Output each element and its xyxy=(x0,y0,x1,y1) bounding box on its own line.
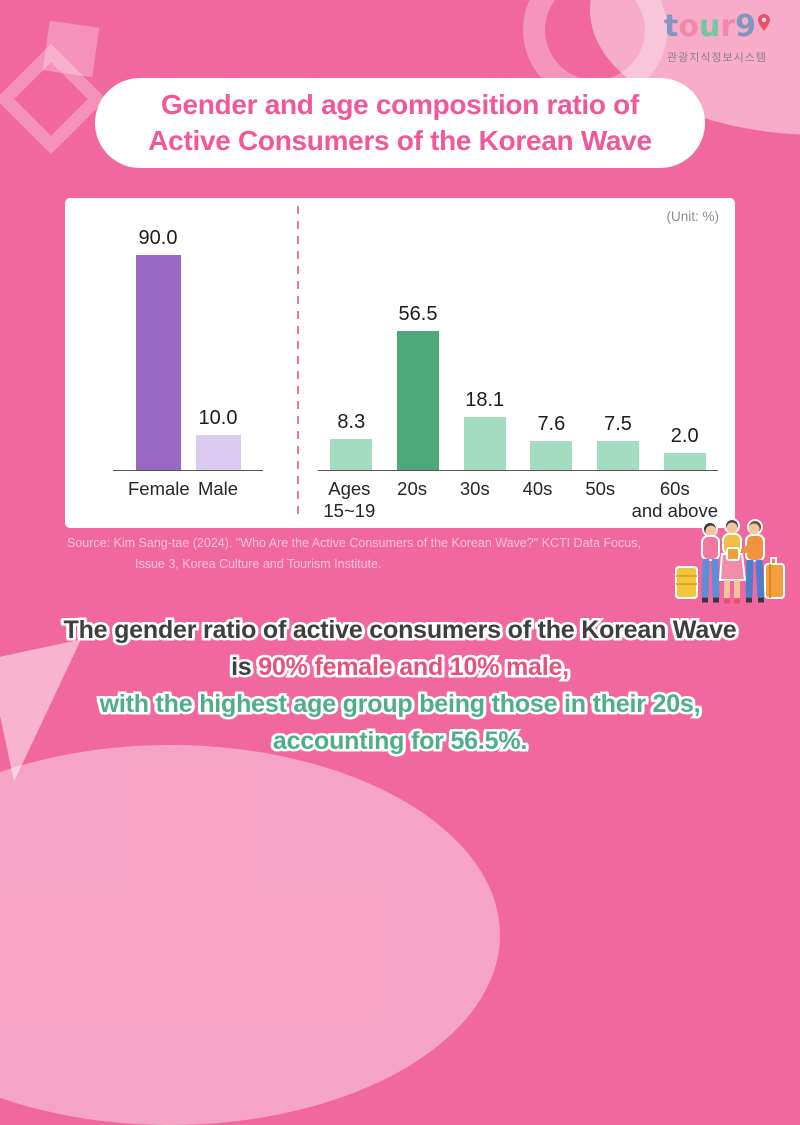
bar-value-label: 56.5 xyxy=(398,303,438,325)
category-label: 60s and above xyxy=(631,478,719,521)
summary-line2-prefix: is xyxy=(229,651,259,684)
bar-value-label: 18.1 xyxy=(465,389,505,411)
bar-ages-15-19 xyxy=(330,439,373,470)
bar-50s xyxy=(597,441,640,470)
gender-bars: 90.0 10.0 xyxy=(113,220,263,470)
category-label: 40s xyxy=(522,478,553,499)
bar-column: 18.1 xyxy=(451,389,518,470)
tourg-logo-wordmark: tour9 xyxy=(664,12,770,42)
category-label: Female xyxy=(128,478,190,499)
summary-line2-highlight: 90% female and 10% male, xyxy=(256,651,572,684)
bar-value-label: 7.5 xyxy=(604,413,632,435)
summary-line4: accounting for 56.5%. xyxy=(270,725,529,758)
bar-column: 8.3 xyxy=(318,411,385,470)
traveler-left xyxy=(699,521,720,603)
bar-column: 10.0 xyxy=(188,407,248,470)
summary-line1: The gender ratio of active consumers of … xyxy=(61,614,739,647)
bar-40s xyxy=(530,441,573,470)
logo-letter: r xyxy=(720,9,736,44)
bar-column: 56.5 xyxy=(385,303,452,470)
traveler-right xyxy=(740,519,765,603)
logo-letter: t xyxy=(664,9,679,44)
bar-male xyxy=(195,435,241,470)
bar-value-label: 7.6 xyxy=(537,413,566,435)
category-label: 50s xyxy=(585,478,616,499)
source-line2: Issue 3, Korea Culture and Tourism Insti… xyxy=(135,556,382,571)
bar-value-label: 2.0 xyxy=(670,425,699,447)
bar-value-label: 10.0 xyxy=(198,407,238,429)
traveler-middle xyxy=(718,518,747,604)
bar-column: 7.5 xyxy=(585,413,652,470)
bar-value-label: 8.3 xyxy=(337,411,366,433)
bar-60s-and-above xyxy=(663,453,706,470)
page-title-line1: Gender and age composition ratio of xyxy=(161,89,639,121)
deco-bottom-ellipse xyxy=(0,745,500,1125)
gender-bar-chart: 90.0 10.0 Female Male xyxy=(113,220,263,500)
logo-letter: o xyxy=(678,9,699,44)
location-pin-icon xyxy=(758,14,770,31)
source-line1: Source: Kim Sang-tae (2024). "Who Are th… xyxy=(67,536,641,550)
tourg-logo: tour9 관광지식정보시스템 xyxy=(652,12,782,65)
category-label: Male xyxy=(197,478,239,499)
age-bar-chart: 8.3 56.5 18.1 7.6 7.5 2.0 Ages 15~19 20s 30s 40s 5… xyxy=(318,220,718,522)
summary-line2: is 90% female and 10% male, xyxy=(0,649,800,686)
logo-letter: 9 xyxy=(735,9,756,44)
bar-column: 7.6 xyxy=(518,413,585,470)
gender-category-labels: Female Male xyxy=(113,478,263,500)
logo-letter: u xyxy=(698,9,721,44)
category-label: 30s xyxy=(459,478,490,499)
bar-female xyxy=(135,255,181,470)
page-title-line2: Active Consumers of the Korean Wave xyxy=(148,125,652,156)
bar-value-label: 90.0 xyxy=(138,227,178,249)
bar-column: 2.0 xyxy=(651,425,718,470)
category-label: Ages 15~19 xyxy=(323,478,376,521)
logo-subtitle: 관광지식정보시스템 xyxy=(666,52,768,64)
category-label: 20s xyxy=(397,478,427,499)
title-banner: Gender and age composition ratio of Acti… xyxy=(95,78,705,168)
deco-square-outline xyxy=(0,43,107,155)
summary-text: The gender ratio of active consumers of … xyxy=(0,612,800,760)
age-x-axis xyxy=(318,470,718,471)
chart-card: (Unit: %) 90.0 10.0 Female Male 8.3 56.5 18.… xyxy=(65,198,735,528)
bar-30s xyxy=(463,417,506,470)
gender-x-axis xyxy=(113,470,263,471)
unit-label: (Unit: %) xyxy=(666,209,719,224)
travelers-illustration xyxy=(675,518,785,604)
deco-square-solid xyxy=(42,20,100,78)
bar-column: 90.0 xyxy=(128,227,188,470)
bar-20s xyxy=(397,331,439,470)
summary-line3: with the highest age group being those i… xyxy=(97,688,703,721)
age-bars: 8.3 56.5 18.1 7.6 7.5 2.0 xyxy=(318,220,718,470)
dashed-divider xyxy=(297,206,299,520)
orange-suitcase-icon xyxy=(764,557,785,599)
yellow-suitcase-icon xyxy=(675,566,698,599)
age-category-labels: Ages 15~19 20s 30s 40s 50s 60s and above xyxy=(318,478,718,522)
source-citation: Source: Kim Sang-tae (2024). "Who Are th… xyxy=(67,533,687,574)
